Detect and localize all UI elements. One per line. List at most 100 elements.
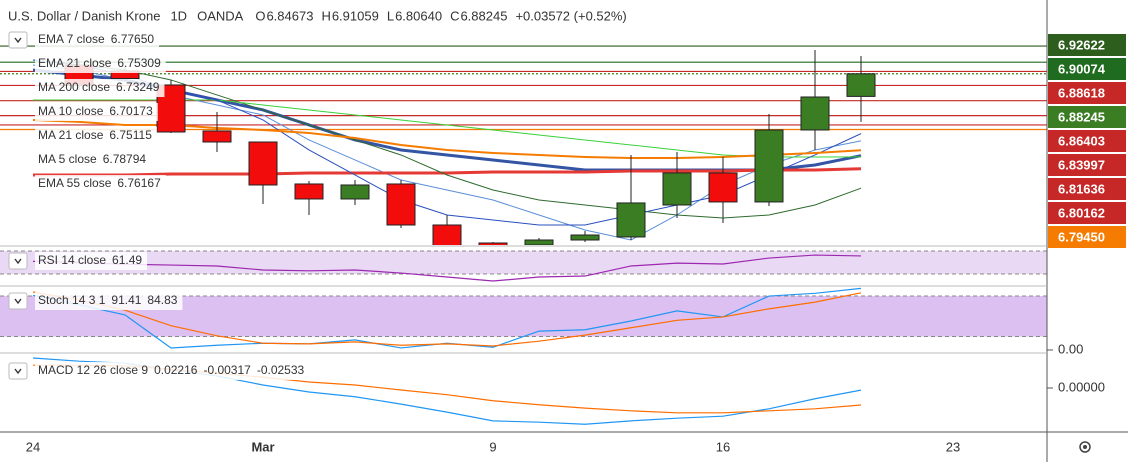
- interval: 1D: [170, 8, 187, 23]
- ohlc-label: L: [387, 8, 394, 23]
- legend-text: Stoch 14 3 1: [38, 293, 106, 307]
- candle-body: [432, 224, 462, 245]
- x-tick-label: 23: [946, 439, 960, 454]
- candle-body: [570, 234, 600, 241]
- price-label-box: [1048, 178, 1126, 200]
- candle-body: [754, 129, 784, 203]
- legend-text: 0.02216: [154, 363, 198, 377]
- settings-icon[interactable]: [1079, 441, 1091, 453]
- button-box: [8, 252, 28, 270]
- legend-text: MA 5 close: [38, 152, 97, 166]
- legend-bg: [35, 362, 310, 380]
- legend-text: MA 21 close: [38, 128, 104, 142]
- price-label-box: [1048, 154, 1126, 176]
- collapse-button[interactable]: [8, 252, 28, 270]
- legend-text: EMA 21 close: [38, 56, 112, 70]
- legend-bg: [35, 292, 183, 310]
- ohlc-label: O: [255, 8, 265, 23]
- collapse-button[interactable]: [8, 292, 28, 310]
- button-box: [8, 31, 28, 49]
- price-label: 6.80162: [1058, 205, 1105, 220]
- price-label-box: [1048, 34, 1126, 56]
- legend-text: 6.75309: [117, 56, 161, 70]
- ohlc-value: 6.80640: [395, 8, 442, 23]
- legend-text: 6.75115: [109, 128, 152, 142]
- legend-text: EMA 7 close: [38, 32, 105, 46]
- chevron: [14, 37, 22, 44]
- band-fill: [0, 251, 1047, 275]
- legend-text: 6.76167: [117, 176, 161, 190]
- price-pane: [0, 45, 1047, 245]
- x-tick-label: Mar: [251, 439, 274, 454]
- price-label: 6.92622: [1058, 37, 1105, 52]
- price-label: 6.81636: [1058, 181, 1105, 196]
- legend-bg: [35, 151, 152, 169]
- price-change: +0.03572 (+0.52%): [515, 8, 626, 23]
- header-bg: [0, 6, 631, 28]
- legend-text: MACD 12 26 close 9: [38, 363, 148, 377]
- candle-body: [340, 184, 370, 200]
- legend-text: MA 10 close: [38, 104, 104, 118]
- legend-text: EMA 55 close: [38, 176, 112, 190]
- legend-bg: [35, 55, 166, 73]
- candle-body: [248, 141, 278, 186]
- x-tick-label: 16: [716, 439, 730, 454]
- legend-text: 61.49: [112, 253, 142, 267]
- x-tick-label: 9: [489, 439, 496, 454]
- chevron: [14, 368, 22, 375]
- y-tick-label: 0.00: [1058, 341, 1083, 356]
- candle-body: [800, 96, 830, 131]
- candle-body: [386, 183, 416, 226]
- stoch-line: [32, 291, 862, 347]
- price-label: 6.83997: [1058, 157, 1105, 172]
- price-label-box: [1048, 106, 1126, 128]
- y-tick-label: 0.00000: [1058, 379, 1105, 394]
- legend-bg: [35, 175, 166, 193]
- legend-text: RSI 14 close: [38, 253, 106, 267]
- x-tick-label: 24: [26, 439, 40, 454]
- chevron: [14, 258, 22, 265]
- legend-text: 6.78794: [103, 152, 147, 166]
- ohlc-value: 6.91059: [332, 8, 379, 23]
- price-label: 6.88618: [1058, 85, 1105, 100]
- data-source: OANDA: [197, 8, 244, 23]
- legend-text: -0.02533: [257, 363, 305, 377]
- chevron: [14, 298, 22, 305]
- ohlc-label: H: [321, 8, 330, 23]
- candle-body: [846, 73, 876, 97]
- ohlc-label: C: [450, 8, 459, 23]
- candle-body: [202, 130, 232, 143]
- price-label-box: [1048, 82, 1126, 104]
- rsi-line: [32, 254, 862, 282]
- legend-bg: [35, 103, 158, 121]
- collapse-button[interactable]: [8, 31, 28, 49]
- candle-body: [708, 172, 738, 203]
- collapse-button[interactable]: [8, 362, 28, 380]
- price-label: 6.86403: [1058, 133, 1105, 148]
- symbol-name: U.S. Dollar / Danish Krone: [8, 8, 160, 23]
- legend-text: MA 200 close: [38, 80, 110, 94]
- legend-text: 6.70173: [109, 104, 153, 118]
- legend-bg: [35, 127, 157, 145]
- ohlc-value: 6.88245: [460, 8, 507, 23]
- ohlc-value: 6.84673: [266, 8, 313, 23]
- button-box: [8, 292, 28, 310]
- price-label-box: [1048, 202, 1126, 224]
- legend-bg: [35, 79, 165, 97]
- price-label: 6.79450: [1058, 229, 1105, 244]
- price-label-box: [1048, 58, 1126, 80]
- candle-body: [662, 172, 692, 206]
- price-label-box: [1048, 130, 1126, 152]
- candle-body: [524, 239, 554, 245]
- price-label: 6.90074: [1058, 61, 1106, 76]
- legend-text: 91.41: [111, 293, 141, 307]
- candle-body: [478, 242, 508, 245]
- candle-body: [616, 202, 646, 238]
- legend-text: -0.00317: [203, 363, 251, 377]
- legend-bg: [35, 31, 160, 49]
- legend-text: 6.77650: [111, 32, 155, 46]
- button-box: [8, 362, 28, 380]
